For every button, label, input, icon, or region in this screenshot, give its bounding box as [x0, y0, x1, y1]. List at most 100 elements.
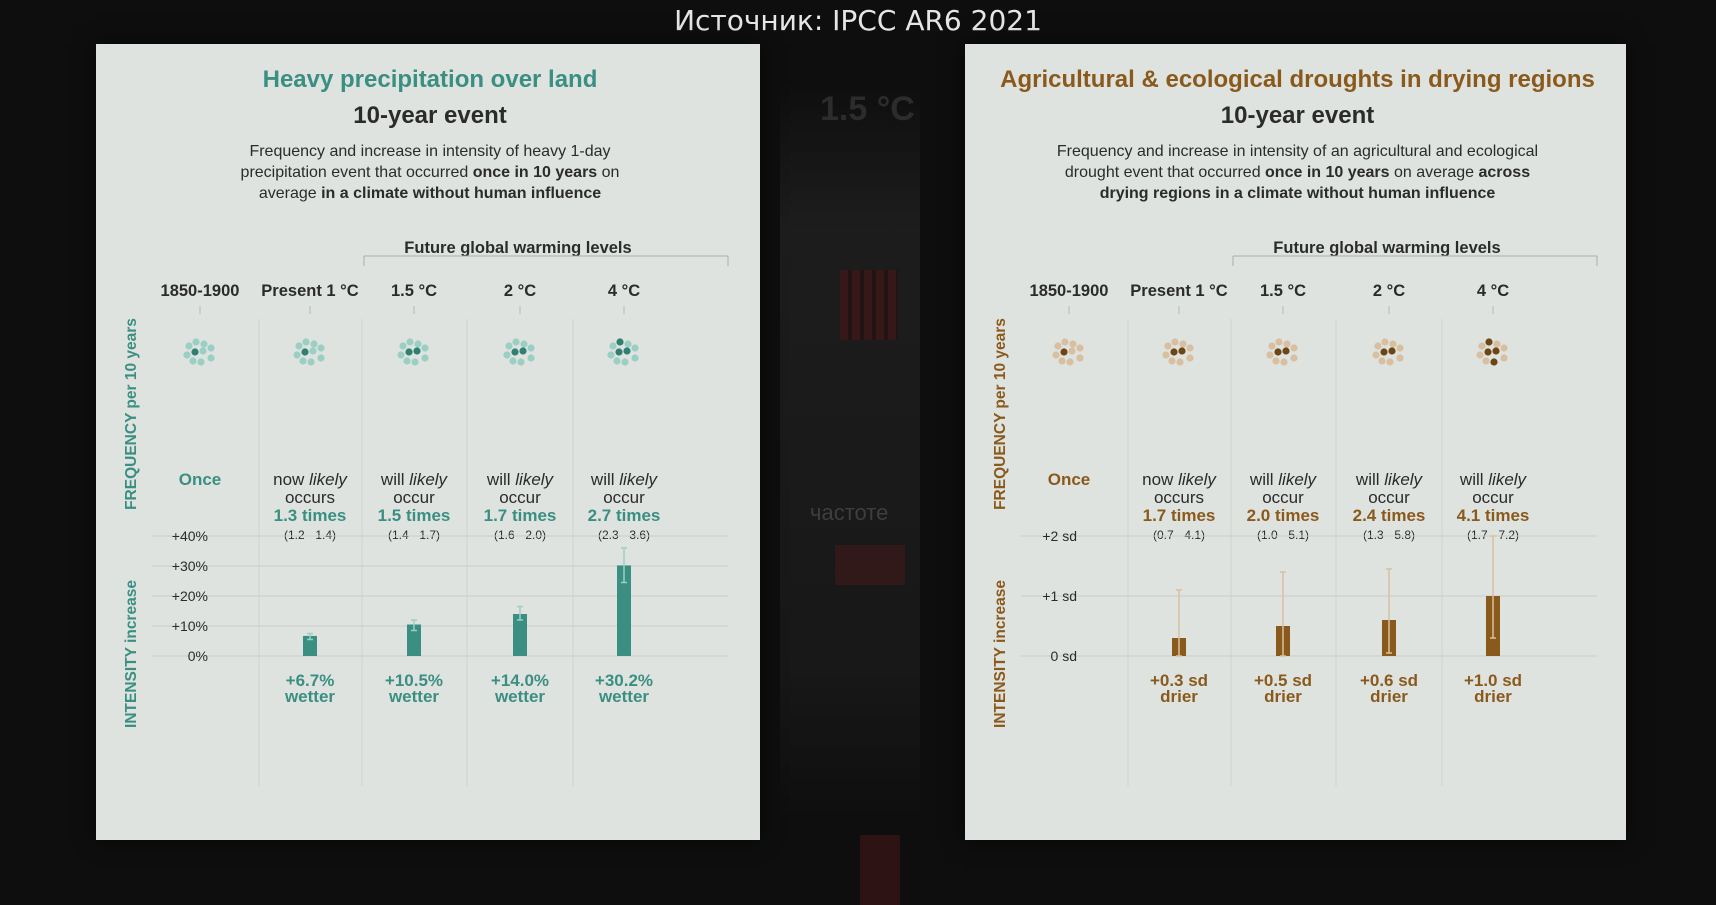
- precipitation-panel: Heavy precipitation over land 10-year eve…: [96, 44, 760, 840]
- frequency-dot: [621, 358, 629, 366]
- frequency-dot: [1266, 351, 1274, 359]
- frequency-dot: [1396, 354, 1404, 362]
- frequency-dot: [1372, 351, 1380, 359]
- description-line: average in a climate without human influ…: [259, 185, 601, 202]
- bar-direction-label: wetter: [598, 687, 649, 706]
- frequency-range: (0.7 - 4.1): [1153, 528, 1205, 542]
- bar-value-label: +0.6 sd: [1360, 671, 1418, 690]
- frequency-range: (1.0 - 5.1): [1257, 528, 1309, 542]
- frequency-dot: [207, 344, 215, 352]
- frequency-dot: [609, 342, 617, 350]
- frequency-dot: [631, 354, 639, 362]
- frequency-phrase: now likely: [273, 470, 348, 489]
- frequency-dot-filled: [1282, 347, 1290, 355]
- frequency-dot: [399, 342, 407, 350]
- frequency-dot-filled: [191, 348, 199, 356]
- precipitation-chart: Heavy precipitation over land 10-year eve…: [123, 66, 729, 786]
- frequency-dot: [293, 351, 301, 359]
- frequency-dot: [1500, 354, 1508, 362]
- frequency-dot: [517, 358, 525, 366]
- frequency-dot: [1068, 347, 1076, 355]
- bar-value-label: +6.7%: [286, 671, 335, 690]
- frequency-dot: [1378, 357, 1386, 365]
- frequency-dot-filled: [1492, 347, 1500, 355]
- bar-value-label: +30.2%: [595, 671, 653, 690]
- frequency-value: 2.7 times: [588, 506, 661, 525]
- frequency-dot-filled: [1490, 358, 1498, 366]
- frequency-dot-filled: [405, 348, 413, 356]
- frequency-verb: occur: [603, 488, 645, 507]
- frequency-dot: [1381, 338, 1389, 346]
- frequency-dot: [527, 344, 535, 352]
- description-segment: across: [1479, 164, 1531, 181]
- frequency-dot: [309, 347, 317, 355]
- frequency-dot: [197, 358, 205, 366]
- frequency-dot: [1290, 344, 1298, 352]
- column-header: Present 1 °C: [261, 282, 358, 300]
- frequency-dot-filled: [301, 348, 309, 356]
- frequency-dot: [1066, 358, 1074, 366]
- background-block: [835, 545, 905, 585]
- future-bracket: [363, 255, 729, 266]
- description-segment: Frequency and increase in intensity of h…: [249, 143, 610, 160]
- frequency-dot: [1290, 354, 1298, 362]
- frequency-dot: [1168, 357, 1176, 365]
- frequency-dot: [299, 357, 307, 365]
- column-header: 1.5 °C: [1260, 282, 1306, 300]
- frequency-dot: [1476, 351, 1484, 359]
- background-chart: [840, 270, 898, 340]
- bar-direction-label: drier: [1370, 687, 1408, 706]
- frequency-dot: [310, 340, 318, 348]
- frequency-phrase: will likely: [1459, 470, 1528, 489]
- frequency-dot: [1374, 342, 1382, 350]
- frequency-dot: [1280, 358, 1288, 366]
- chart-title: Heavy precipitation over land: [263, 66, 598, 93]
- frequency-value: 1.7 times: [484, 506, 557, 525]
- frequency-dot-cluster: [1052, 338, 1084, 366]
- column-header: Present 1 °C: [1130, 282, 1227, 300]
- bar-value-label: +1.0 sd: [1464, 671, 1522, 690]
- frequency-dot: [1389, 340, 1397, 348]
- description-segment: precipitation event that occurred: [241, 164, 473, 181]
- y-tick-label: +30%: [172, 558, 208, 574]
- frequency-axis-label: FREQUENCY per 10 years: [992, 318, 1009, 510]
- frequency-dot: [512, 338, 520, 346]
- description-line: drought event that occurred once in 10 y…: [1065, 164, 1530, 181]
- frequency-dot: [503, 351, 511, 359]
- column-header: 4 °C: [608, 282, 640, 300]
- description-line: Frequency and increase in intensity of a…: [1057, 143, 1538, 160]
- frequency-dot: [1076, 344, 1084, 352]
- frequency-dot: [1176, 358, 1184, 366]
- description-segment: Frequency and increase in intensity of a…: [1057, 143, 1538, 160]
- bar-direction-label: wetter: [284, 687, 335, 706]
- bar-value-label: +10.5%: [385, 671, 443, 690]
- frequency-dot-filled: [413, 347, 421, 355]
- frequency-dot: [406, 338, 414, 346]
- frequency-dot-cluster: [503, 338, 535, 366]
- frequency-dot: [200, 340, 208, 348]
- y-tick-label: 0 sd: [1051, 648, 1077, 664]
- frequency-dot: [1164, 342, 1172, 350]
- frequency-dot: [1162, 351, 1170, 359]
- frequency-dot: [302, 338, 310, 346]
- intensity-axis-label: INTENSITY increase: [123, 580, 140, 728]
- frequency-value: 4.1 times: [1457, 506, 1530, 525]
- frequency-value: 1.3 times: [274, 506, 347, 525]
- frequency-dot-cluster: [293, 338, 325, 366]
- frequency-dot: [1171, 338, 1179, 346]
- frequency-dot: [207, 354, 215, 362]
- frequency-phrase: will likely: [1249, 470, 1318, 489]
- frequency-dot: [1186, 354, 1194, 362]
- bar-direction-label: wetter: [388, 687, 439, 706]
- frequency-dot: [397, 351, 405, 359]
- frequency-phrase: will likely: [486, 470, 555, 489]
- frequency-dot-filled: [1388, 347, 1396, 355]
- bar-direction-label: drier: [1160, 687, 1198, 706]
- frequency-dot-cluster: [1162, 338, 1194, 366]
- frequency-dot: [295, 342, 303, 350]
- drought-chart: Agricultural & ecological droughts in dr…: [992, 66, 1598, 786]
- frequency-dot: [631, 344, 639, 352]
- frequency-phrase: will likely: [380, 470, 449, 489]
- frequency-dot: [183, 351, 191, 359]
- frequency-dot: [403, 357, 411, 365]
